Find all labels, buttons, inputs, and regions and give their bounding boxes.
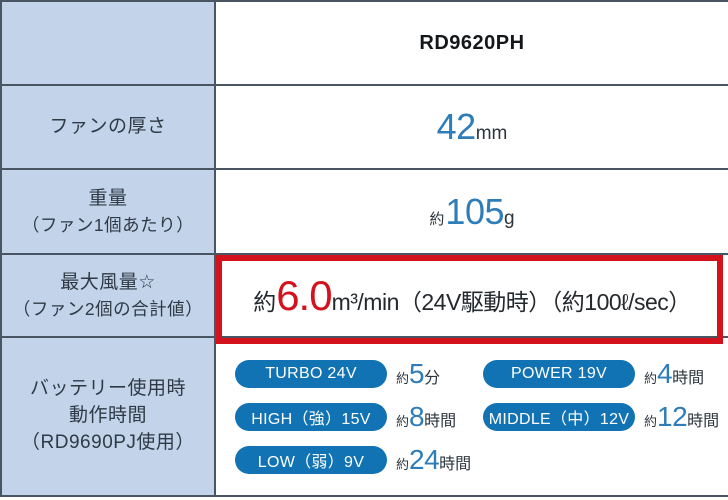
weight-label-note: （ファン1個あたり） — [21, 214, 195, 235]
high-time-number: 8 — [409, 400, 425, 432]
middle-time-approx: 約 — [644, 413, 658, 429]
turbo-time-approx: 約 — [396, 370, 410, 386]
weight-value: 約 105 g — [429, 191, 514, 233]
weight-unit: g — [504, 207, 515, 229]
fan-thickness-number: 42 — [436, 106, 477, 147]
high-time-unit: 時間 — [424, 412, 457, 430]
turbo-time-number: 5 — [409, 357, 425, 389]
row-value-max-airflow: 約 6.0 m³/min（24V駆動時）（約100ℓ/sec） — [216, 255, 728, 338]
weight-label: 重量 — [88, 187, 128, 209]
power-mode-time: 約 4 時間 — [644, 358, 704, 390]
row-label-battery-time: バッテリー使用時 動作時間 （RD9690PJ使用） — [2, 338, 216, 497]
power-time-approx: 約 — [644, 370, 658, 386]
middle-time-number: 12 — [657, 400, 688, 432]
max-airflow-label-note: （ファン2個の合計値） — [12, 298, 204, 319]
max-airflow-label: 最大風量☆ — [60, 271, 156, 293]
fan-thickness-label: ファンの厚さ — [49, 115, 167, 137]
middle-time-unit: 時間 — [687, 412, 720, 430]
turbo-mode-badge: TURBO 24V — [235, 359, 387, 388]
high-mode-badge: HIGH（強）15V — [235, 402, 387, 431]
low-mode-time: 約 24 時間 — [396, 444, 471, 476]
max-airflow-detail: m³/min（24V駆動時）（約100ℓ/sec） — [331, 288, 692, 315]
battery-label-line1: バッテリー使用時 — [29, 378, 186, 400]
battery-label-line2: 動作時間 — [68, 405, 147, 427]
battery-mode-middle: MIDDLE（中）12V 約 12 時間 — [483, 401, 719, 433]
row-value-fan-thickness: 42 mm — [216, 86, 728, 170]
battery-mode-low: LOW（弱）9V 約 24 時間 — [235, 444, 483, 476]
header-model-cell: RD9620PH — [216, 2, 728, 86]
fan-thickness-value: 42 mm — [437, 106, 508, 148]
high-mode-time: 約 8 時間 — [396, 401, 456, 433]
battery-mode-power: POWER 19V 約 4 時間 — [483, 358, 704, 390]
header-empty-cell — [2, 2, 216, 86]
max-airflow-number: 6.0 — [276, 271, 332, 319]
row-label-max-airflow: 最大風量☆ （ファン2個の合計値） — [2, 255, 216, 338]
battery-mode-row-3: LOW（弱）9V 約 24 時間 — [235, 444, 483, 476]
turbo-time-unit: 分 — [424, 369, 441, 387]
low-time-approx: 約 — [396, 456, 410, 472]
battery-mode-high: HIGH（強）15V 約 8 時間 — [235, 401, 483, 433]
low-time-unit: 時間 — [439, 455, 472, 473]
battery-mode-row-2: HIGH（強）15V 約 8 時間 MIDDLE（中）12V 約 12 時間 — [235, 401, 719, 433]
middle-mode-time: 約 12 時間 — [644, 401, 719, 433]
max-airflow-approx: 約 — [253, 288, 277, 315]
low-mode-badge: LOW（弱）9V — [235, 445, 387, 474]
low-time-number: 24 — [409, 443, 440, 475]
power-time-unit: 時間 — [672, 369, 705, 387]
max-airflow-value: 約 6.0 m³/min（24V駆動時）（約100ℓ/sec） — [253, 272, 691, 320]
row-value-weight: 約 105 g — [216, 170, 728, 255]
product-model-name: RD9620PH — [419, 31, 525, 54]
power-mode-badge: POWER 19V — [483, 359, 635, 388]
weight-number: 105 — [445, 190, 504, 232]
row-label-weight: 重量 （ファン1個あたり） — [2, 170, 216, 255]
row-label-fan-thickness: ファンの厚さ — [2, 86, 216, 170]
power-time-number: 4 — [657, 357, 673, 389]
high-time-approx: 約 — [396, 413, 410, 429]
fan-thickness-unit: mm — [475, 123, 508, 144]
battery-label-line3: （RD9690PJ使用） — [21, 431, 195, 453]
middle-mode-badge: MIDDLE（中）12V — [483, 402, 635, 431]
weight-approx: 約 — [429, 210, 445, 228]
